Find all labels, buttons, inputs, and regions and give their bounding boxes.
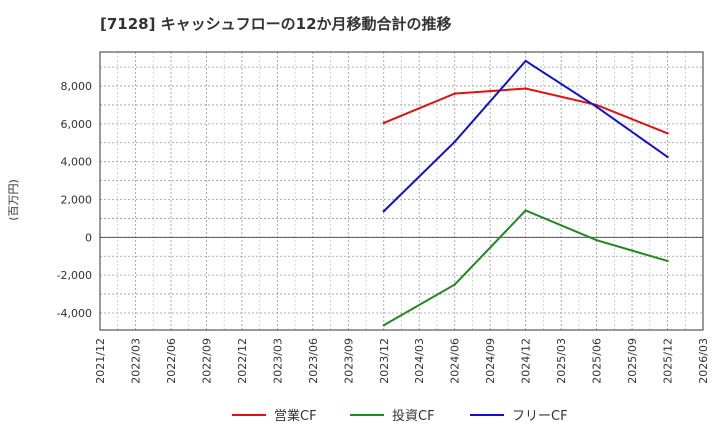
- x-tick-label: 2024/12: [520, 338, 533, 384]
- x-tick-label: 2023/03: [271, 338, 284, 384]
- x-tick-label: 2024/03: [413, 338, 426, 384]
- x-tick-label: 2023/12: [378, 338, 391, 384]
- chart-title: [7128] キャッシュフローの12か月移動合計の推移: [100, 15, 452, 33]
- x-tick-label: 2024/06: [449, 338, 462, 384]
- x-tick-label: 2025/12: [662, 338, 675, 384]
- x-tick-label: 2025/06: [591, 338, 604, 384]
- series-point: [666, 132, 669, 135]
- legend-label: フリーCF: [512, 409, 568, 424]
- x-tick-label: 2024/09: [484, 338, 497, 384]
- x-tick-label: 2022/12: [236, 338, 249, 384]
- y-tick-label: 4,000: [61, 156, 93, 169]
- series-point: [382, 210, 385, 213]
- x-axis-ticks: 2021/12 2022/03 2022/06 2022/09 2022/12 2023/…: [94, 338, 710, 384]
- x-tick-label: 2021/12: [94, 338, 107, 384]
- y-tick-label: 6,000: [61, 118, 93, 131]
- series-point: [666, 259, 669, 263]
- x-tick-label: 2026/03: [697, 338, 710, 384]
- series-point: [524, 87, 527, 90]
- series-point: [524, 209, 527, 212]
- series-point: [453, 92, 456, 95]
- plot-area: [99, 51, 704, 331]
- series-point: [382, 324, 385, 327]
- y-tick-label: -2,000: [57, 269, 92, 282]
- series-group: [382, 59, 669, 327]
- x-tick-label: 2022/03: [129, 338, 142, 384]
- grid: [99, 52, 704, 330]
- y-axis-label: (百万円): [7, 179, 20, 221]
- x-tick-label: 2025/03: [555, 338, 568, 384]
- y-tick-label: -4,000: [57, 307, 92, 320]
- series-point: [595, 238, 598, 242]
- x-tick-label: 2023/09: [342, 338, 355, 384]
- y-axis-ticks: -4,000 -2,000 0 2,000 4,000 6,000 8,000: [57, 80, 92, 320]
- y-tick-label: 2,000: [61, 194, 93, 207]
- legend-label: 営業CF: [274, 408, 317, 424]
- series-point: [382, 121, 385, 125]
- x-tick-label: 2023/06: [307, 338, 320, 384]
- x-tick-label: 2025/09: [626, 338, 639, 384]
- series-point: [666, 155, 669, 159]
- series-point: [524, 59, 527, 63]
- series-point: [453, 140, 456, 144]
- y-tick-label: 8,000: [61, 80, 93, 93]
- series-point: [595, 105, 598, 109]
- x-tick-label: 2022/06: [165, 338, 178, 384]
- y-tick-label: 0: [85, 231, 92, 244]
- series-point: [453, 283, 456, 286]
- x-tick-label: 2022/09: [200, 338, 213, 384]
- legend: 営業CF 投資CF フリーCF: [232, 408, 568, 424]
- legend-label: 投資CF: [392, 408, 435, 424]
